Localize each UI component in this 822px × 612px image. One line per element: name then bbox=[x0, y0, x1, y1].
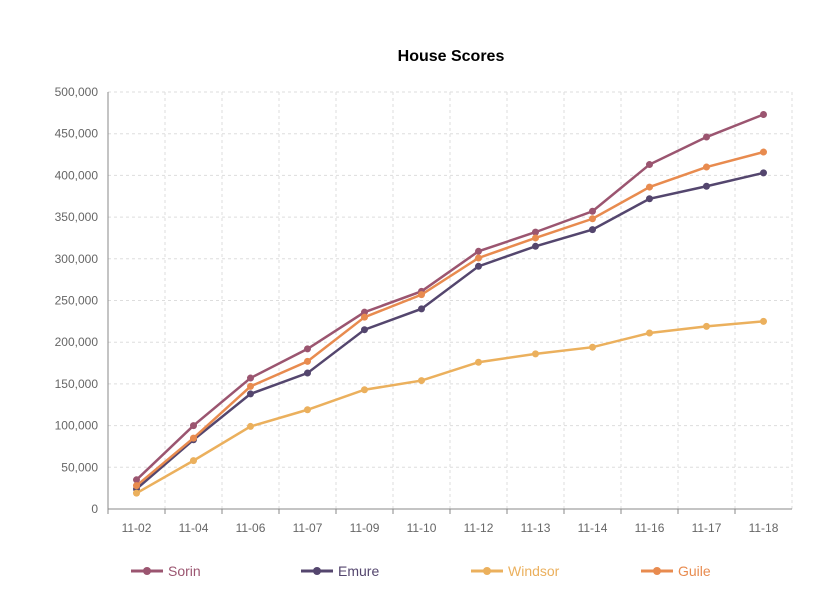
data-point-emure bbox=[361, 326, 368, 334]
data-point-sorin bbox=[589, 207, 596, 215]
legend-marker-icon bbox=[653, 567, 661, 575]
data-point-sorin bbox=[304, 345, 311, 353]
data-point-emure bbox=[247, 390, 254, 398]
data-point-windsor bbox=[247, 422, 254, 430]
data-point-sorin bbox=[361, 308, 368, 316]
data-point-emure bbox=[703, 182, 710, 190]
x-tick-label: 11-13 bbox=[521, 521, 551, 535]
data-point-windsor bbox=[304, 406, 311, 414]
y-tick-label: 400,000 bbox=[55, 168, 99, 182]
x-tick-label: 11-09 bbox=[350, 521, 380, 535]
data-point-guile bbox=[190, 434, 197, 442]
legend-label: Emure bbox=[338, 563, 379, 579]
x-tick-label: 11-16 bbox=[635, 521, 665, 535]
x-tick-label: 11-12 bbox=[464, 521, 494, 535]
legend-item-sorin[interactable]: Sorin bbox=[131, 563, 201, 579]
data-point-windsor bbox=[133, 489, 140, 497]
x-tick-label: 11-14 bbox=[578, 521, 608, 535]
legend-item-emure[interactable]: Emure bbox=[301, 563, 379, 579]
data-point-sorin bbox=[133, 476, 140, 484]
x-tick-label: 11-18 bbox=[749, 521, 779, 535]
data-point-windsor bbox=[703, 322, 710, 330]
x-tick-label: 11-06 bbox=[236, 521, 266, 535]
legend-marker-icon bbox=[313, 567, 321, 575]
y-tick-label: 450,000 bbox=[55, 127, 99, 141]
data-point-sorin bbox=[703, 133, 710, 141]
series-line-emure bbox=[135, 171, 764, 490]
data-point-guile bbox=[247, 382, 254, 390]
data-point-sorin bbox=[532, 228, 539, 236]
data-point-guile bbox=[475, 254, 482, 262]
data-point-guile bbox=[703, 163, 710, 171]
data-point-emure bbox=[532, 242, 539, 250]
data-point-guile bbox=[304, 357, 311, 365]
y-tick-label: 500,000 bbox=[55, 85, 99, 99]
data-point-emure bbox=[589, 226, 596, 234]
x-tick-label: 11-10 bbox=[407, 521, 437, 535]
data-point-emure bbox=[646, 195, 653, 203]
data-point-guile bbox=[133, 482, 140, 490]
y-tick-label: 50,000 bbox=[61, 460, 98, 474]
legend-marker-icon bbox=[143, 567, 151, 575]
data-point-windsor bbox=[589, 343, 596, 351]
y-tick-label: 350,000 bbox=[55, 210, 99, 224]
data-point-sorin bbox=[646, 161, 653, 169]
data-point-guile bbox=[589, 215, 596, 223]
data-point-sorin bbox=[475, 247, 482, 255]
legend-item-windsor[interactable]: Windsor bbox=[471, 563, 560, 579]
x-tick-label: 11-07 bbox=[293, 521, 323, 535]
legend-item-guile[interactable]: Guile bbox=[641, 563, 711, 579]
data-point-guile bbox=[760, 148, 767, 156]
data-point-sorin bbox=[247, 374, 254, 382]
x-tick-label: 11-17 bbox=[692, 521, 722, 535]
data-point-guile bbox=[418, 291, 425, 299]
data-point-sorin bbox=[760, 111, 767, 119]
y-tick-label: 0 bbox=[91, 502, 98, 516]
data-point-windsor bbox=[475, 358, 482, 366]
data-point-guile bbox=[361, 313, 368, 321]
data-point-sorin bbox=[190, 422, 197, 430]
series-line-sorin bbox=[135, 113, 764, 481]
data-point-windsor bbox=[190, 457, 197, 465]
data-point-emure bbox=[418, 305, 425, 313]
y-tick-label: 200,000 bbox=[55, 335, 99, 349]
data-point-emure bbox=[304, 369, 311, 377]
x-tick-label: 11-02 bbox=[122, 521, 152, 535]
legend-label: Sorin bbox=[168, 563, 201, 579]
data-point-windsor bbox=[646, 329, 653, 337]
y-tick-label: 150,000 bbox=[55, 377, 99, 391]
legend-marker-icon bbox=[483, 567, 491, 575]
y-tick-label: 100,000 bbox=[55, 419, 99, 433]
y-tick-label: 300,000 bbox=[55, 252, 99, 266]
legend-label: Guile bbox=[678, 563, 711, 579]
data-point-windsor bbox=[760, 317, 767, 325]
data-point-guile bbox=[532, 234, 539, 242]
y-tick-label: 250,000 bbox=[55, 294, 99, 308]
legend-label: Windsor bbox=[508, 563, 560, 579]
data-point-windsor bbox=[361, 386, 368, 394]
data-point-emure bbox=[760, 169, 767, 177]
series-line-guile bbox=[135, 150, 764, 487]
data-point-guile bbox=[646, 183, 653, 191]
series-line-windsor bbox=[135, 320, 764, 495]
data-point-windsor bbox=[532, 350, 539, 358]
data-point-windsor bbox=[418, 377, 425, 385]
x-tick-label: 11-04 bbox=[179, 521, 209, 535]
data-point-emure bbox=[475, 262, 482, 270]
chart-title: House Scores bbox=[398, 48, 505, 65]
